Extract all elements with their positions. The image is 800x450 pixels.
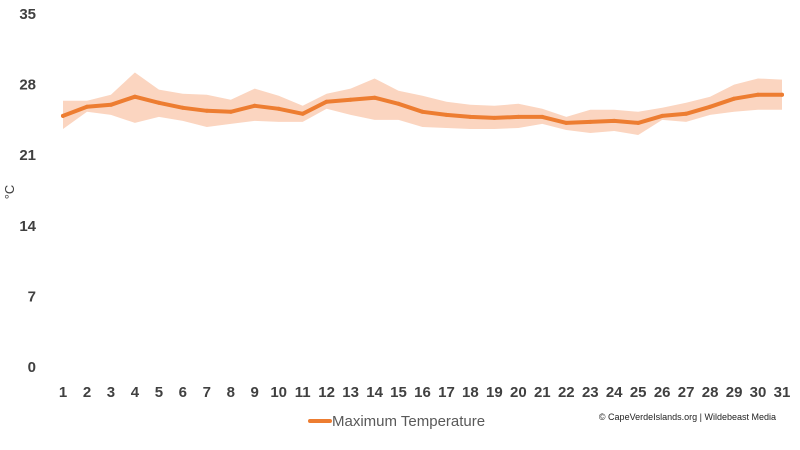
data-point bbox=[132, 94, 137, 99]
legend: Maximum Temperature bbox=[308, 413, 485, 430]
plot-area bbox=[61, 72, 784, 135]
data-point bbox=[660, 113, 665, 118]
data-point bbox=[228, 109, 233, 114]
data-point bbox=[540, 114, 545, 119]
x-axis-ticks: 1 2 3 4 5 6 7 8 9 10 11 12 13 14 15 16 17 18 19 20 21 22 23 24 2… bbox=[59, 384, 791, 401]
data-point bbox=[468, 114, 473, 119]
x-tick-label: 20 bbox=[510, 384, 527, 401]
x-tick-label: 15 bbox=[390, 384, 407, 401]
x-tick-label: 27 bbox=[678, 384, 695, 401]
y-tick-label: 14 bbox=[19, 218, 36, 235]
data-point bbox=[348, 97, 353, 102]
data-point bbox=[612, 118, 617, 123]
x-tick-label: 12 bbox=[318, 384, 335, 401]
x-tick-label: 6 bbox=[179, 384, 187, 401]
data-point bbox=[588, 119, 593, 124]
data-point bbox=[204, 108, 209, 113]
y-axis-ticks: 0 7 14 21 28 35 bbox=[19, 6, 36, 376]
y-axis-label: °C bbox=[2, 185, 17, 200]
x-tick-label: 22 bbox=[558, 384, 575, 401]
y-tick-label: 21 bbox=[19, 147, 36, 164]
x-tick-label: 23 bbox=[582, 384, 599, 401]
data-point bbox=[372, 95, 377, 100]
x-tick-label: 9 bbox=[251, 384, 259, 401]
data-point bbox=[276, 106, 281, 111]
x-tick-label: 11 bbox=[295, 384, 311, 401]
y-tick-label: 35 bbox=[19, 6, 36, 23]
data-point bbox=[492, 115, 497, 120]
data-point bbox=[444, 112, 449, 117]
credit-text: © CapeVerdeIslands.org | Wildebeast Medi… bbox=[599, 412, 776, 422]
legend-label: Maximum Temperature bbox=[332, 413, 485, 430]
y-tick-label: 0 bbox=[28, 359, 36, 376]
data-point bbox=[156, 100, 161, 105]
y-tick-label: 28 bbox=[19, 77, 36, 94]
data-point bbox=[108, 102, 113, 107]
x-tick-label: 18 bbox=[462, 384, 479, 401]
x-tick-label: 26 bbox=[654, 384, 671, 401]
data-point bbox=[564, 120, 569, 125]
data-point bbox=[85, 104, 89, 109]
data-point bbox=[396, 101, 401, 106]
data-point bbox=[324, 99, 329, 104]
data-point bbox=[61, 113, 65, 118]
x-tick-label: 19 bbox=[486, 384, 503, 401]
x-tick-label: 28 bbox=[702, 384, 719, 401]
x-tick-label: 2 bbox=[83, 384, 91, 401]
x-tick-label: 24 bbox=[606, 384, 623, 401]
data-point bbox=[300, 111, 305, 116]
y-tick-label: 7 bbox=[28, 288, 36, 305]
data-point bbox=[732, 96, 737, 101]
temperature-range-band bbox=[63, 72, 782, 135]
x-tick-label: 14 bbox=[366, 384, 383, 401]
x-tick-label: 13 bbox=[342, 384, 359, 401]
data-point bbox=[516, 114, 521, 119]
x-tick-label: 8 bbox=[227, 384, 235, 401]
x-tick-label: 7 bbox=[203, 384, 211, 401]
x-tick-label: 3 bbox=[107, 384, 115, 401]
x-tick-label: 25 bbox=[630, 384, 647, 401]
data-point bbox=[420, 109, 425, 114]
data-point bbox=[780, 92, 784, 97]
x-tick-label: 29 bbox=[726, 384, 743, 401]
x-tick-label: 17 bbox=[438, 384, 455, 401]
x-tick-label: 31 bbox=[774, 384, 791, 401]
x-tick-label: 1 bbox=[59, 384, 67, 401]
x-tick-label: 10 bbox=[270, 384, 287, 401]
data-point bbox=[756, 92, 760, 97]
data-point bbox=[684, 111, 689, 116]
data-point bbox=[252, 103, 257, 108]
x-tick-label: 21 bbox=[534, 384, 551, 401]
x-tick-label: 16 bbox=[414, 384, 431, 401]
x-tick-label: 4 bbox=[131, 384, 140, 401]
data-point bbox=[180, 105, 185, 110]
x-tick-label: 30 bbox=[750, 384, 767, 401]
data-point bbox=[708, 104, 713, 109]
x-tick-label: 5 bbox=[155, 384, 163, 401]
data-point bbox=[636, 120, 641, 125]
